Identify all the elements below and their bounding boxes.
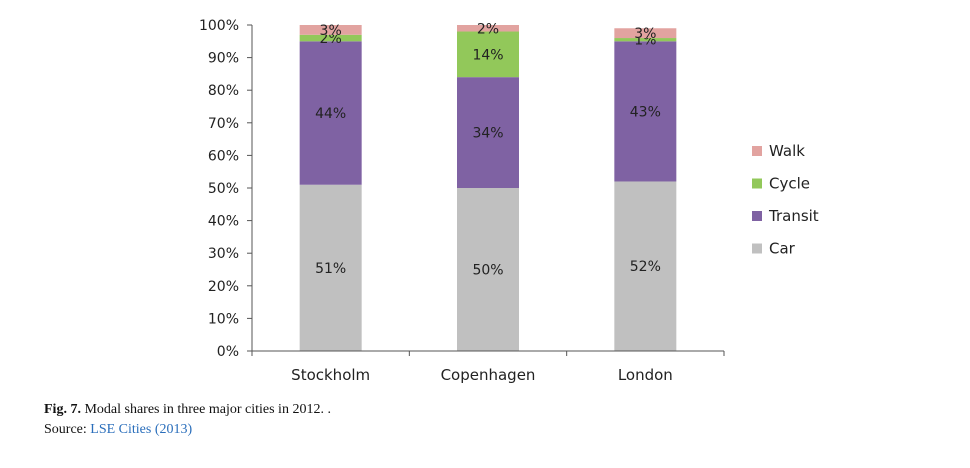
legend-swatch-car [752, 243, 762, 254]
bar-segment-cycle-london [614, 38, 677, 42]
legend-swatch-cycle [752, 178, 762, 189]
data-label: 43% [630, 104, 661, 120]
data-label: 2% [320, 31, 342, 47]
bar-segment-transit-london [614, 41, 677, 182]
data-label: 44% [315, 106, 346, 122]
plot-area: 51%44%2%3%Stockholm50%34%14%2%Copenhagen… [199, 18, 725, 384]
bar-segment-walk-copenhagen [457, 25, 519, 32]
x-tick-label: London [618, 366, 673, 384]
legend-label-cycle: Cycle [769, 175, 810, 193]
legend-swatch-walk [752, 146, 762, 156]
data-label: 2% [477, 21, 499, 37]
data-label: 50% [472, 263, 503, 279]
source-label: Source: [44, 422, 91, 437]
y-tick-label: 10% [208, 311, 239, 327]
bar-segment-walk-stockholm [299, 25, 362, 35]
legend-label-walk: Walk [769, 142, 805, 160]
bar-segment-car-london [614, 181, 677, 351]
caption-text: Modal shares in three major cities in 20… [80, 402, 331, 417]
data-label: 51% [315, 261, 346, 277]
x-tick-label: Copenhagen [441, 366, 536, 384]
y-tick-label: 50% [208, 181, 239, 197]
legend-label-transit: Transit [768, 207, 819, 225]
y-tick-label: 100% [199, 18, 239, 34]
bar-segment-transit-stockholm [299, 41, 362, 185]
bar-segment-car-stockholm [299, 184, 362, 351]
y-tick-label: 20% [208, 279, 239, 295]
bar-segment-car-copenhagen [457, 188, 519, 351]
y-tick-label: 90% [208, 51, 239, 67]
figure-label: Fig. 7. [44, 402, 81, 417]
legend: Walk Cycle Transit Car [752, 142, 819, 258]
x-tick-label: Stockholm [291, 366, 370, 384]
data-label: 52% [630, 259, 661, 275]
data-label: 3% [634, 26, 656, 42]
y-tick-label: 80% [208, 83, 239, 99]
legend-swatch-transit [752, 211, 762, 221]
stacked-bar-chart: 51%44%2%3%Stockholm50%34%14%2%Copenhagen… [199, 18, 819, 384]
y-tick-label: 40% [208, 214, 239, 230]
y-tick-label: 70% [208, 116, 239, 132]
bar-segment-walk-london [614, 28, 677, 39]
y-tick-label: 0% [217, 344, 239, 360]
bar-segment-transit-copenhagen [457, 77, 519, 188]
bar-segment-cycle-stockholm [299, 34, 362, 42]
legend-label-car: Car [769, 240, 796, 258]
source-link[interactable]: LSE Cities (2013) [90, 422, 193, 437]
data-label: 34% [472, 126, 503, 142]
figure-caption: Fig. 7. Modal shares in three major citi… [44, 400, 944, 440]
bar-segment-cycle-copenhagen [457, 31, 519, 78]
caption-line: Fig. 7. Modal shares in three major citi… [44, 400, 944, 420]
y-tick-label: 60% [208, 148, 239, 164]
y-tick-label: 30% [208, 246, 239, 262]
source-line: Source: LSE Cities (2013) [44, 420, 944, 440]
data-label: 3% [320, 23, 342, 39]
data-label: 14% [472, 47, 503, 63]
